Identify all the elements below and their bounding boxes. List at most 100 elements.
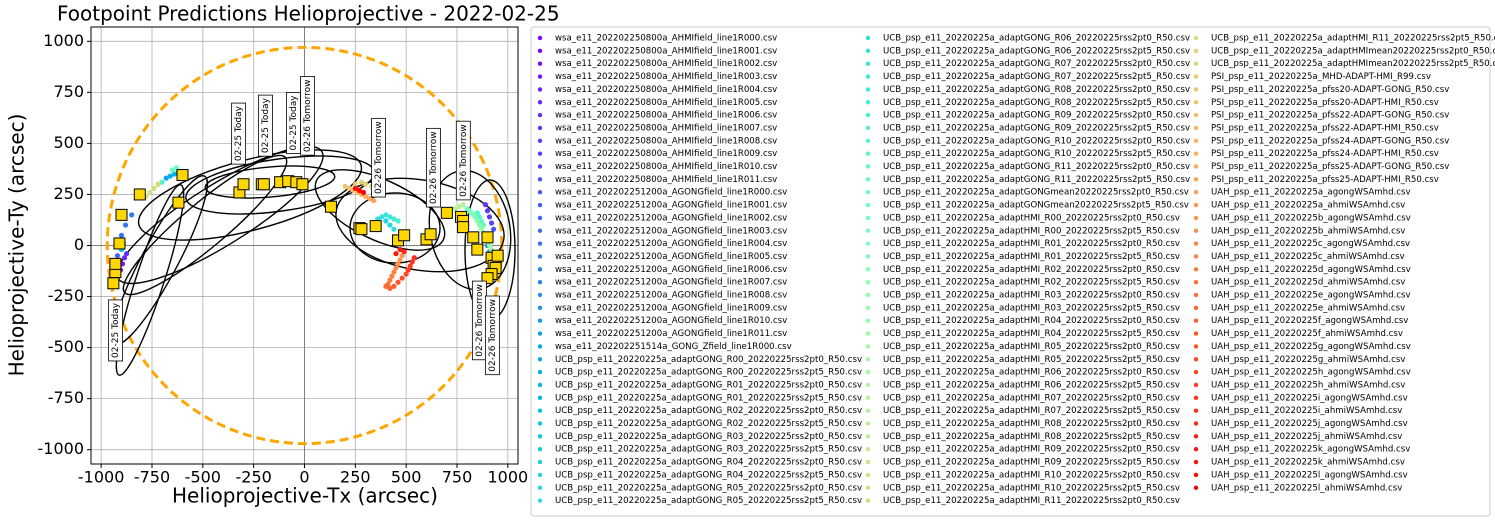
- legend-marker: [537, 177, 543, 182]
- legend-marker: [865, 177, 871, 182]
- data-point: [474, 218, 480, 224]
- y-tick-label: 500: [53, 133, 84, 152]
- legend-label: UAH_psp_e11_20220225g_ahmiWSAmhd.csv: [1211, 355, 1405, 365]
- footpoint-marker: [172, 196, 185, 209]
- legend-marker: [537, 485, 543, 490]
- legend-label: PSI_psp_e11_20220225a_pfss25-ADAPT-GONG_…: [1211, 162, 1449, 172]
- legend-label: UCB_psp_e11_20220225a_adaptHMI_R11_20220…: [883, 496, 1180, 506]
- legend-marker: [865, 318, 871, 323]
- legend-marker: [537, 472, 543, 478]
- data-point: [159, 179, 165, 185]
- data-point: [358, 179, 365, 185]
- legend-marker: [537, 382, 543, 388]
- data-point: [118, 232, 125, 238]
- data-point: [155, 181, 161, 187]
- data-point: [405, 267, 411, 273]
- legend-label: UCB_psp_e11_20220225a_adaptHMI_R02_20220…: [883, 278, 1180, 288]
- annotation: 02-26 Tomorrow: [426, 127, 441, 208]
- x-tick-label: -250: [236, 468, 272, 487]
- legend-label: UCB_psp_e11_20220225a_adaptGONG_R10_2022…: [883, 149, 1190, 159]
- legend-label: PSI_psp_e11_20220225a_pfss22-ADAPT-HMI_R…: [1211, 123, 1439, 133]
- data-point: [346, 185, 352, 191]
- legend-marker: [537, 74, 543, 79]
- legend-label: UAH_psp_e11_20220225g_agongWSAmhd.csv: [1211, 342, 1411, 352]
- data-point: [407, 263, 413, 269]
- legend-label: UCB_psp_e11_20220225a_adaptHMI_R02_20220…: [883, 265, 1180, 275]
- y-axis-label: Helioprojective-Ty (arcsec): [5, 114, 29, 377]
- annotation-label: 02-26 Tomorrow: [374, 121, 384, 194]
- legend-marker: [1193, 138, 1199, 143]
- legend-marker: [865, 292, 871, 298]
- data-point: [147, 189, 153, 196]
- legend-label: PSI_psp_e11_20220225a_pfss20-ADAPT-HMI_R…: [1211, 98, 1439, 108]
- legend-label: wsa_e11_202202251200a_AGONGfield_line1R0…: [555, 239, 787, 249]
- legend-label: UCB_psp_e11_20220225a_adaptHMI_R06_20220…: [883, 380, 1180, 390]
- legend-label: UCB_psp_e11_20220225a_adaptHMI_R11_20220…: [1211, 34, 1495, 44]
- legend-label: wsa_e11_202202250800a_AHMIfield_line1R00…: [555, 46, 777, 56]
- annotation-label: 02-25 Today: [234, 105, 244, 161]
- legend-label: UCB_psp_e11_20220225a_adaptGONG_R10_2022…: [883, 136, 1190, 146]
- data-point: [123, 251, 130, 257]
- legend-marker: [1193, 61, 1199, 66]
- legend-marker: [1193, 190, 1199, 195]
- data-point: [488, 220, 495, 226]
- data-point: [389, 273, 395, 279]
- legend-label: UCB_psp_e11_20220225a_adaptHMI_R01_20220…: [883, 252, 1180, 262]
- legend-marker: [1193, 382, 1199, 388]
- legend-marker: [1193, 485, 1199, 490]
- legend-label: wsa_e11_202202250800a_AHMIfield_line1R00…: [555, 34, 777, 44]
- data-point: [472, 214, 478, 220]
- data-point: [387, 214, 393, 220]
- legend-label: UCB_psp_e11_20220225a_adaptGONG_R04_2022…: [555, 458, 862, 468]
- data-point: [366, 195, 373, 202]
- footpoint-marker: [237, 178, 250, 191]
- footpoint-marker: [113, 237, 126, 250]
- legend-marker: [1193, 395, 1199, 400]
- legend-marker: [1193, 241, 1199, 246]
- footpoint-marker: [481, 272, 494, 285]
- data-point: [391, 283, 397, 289]
- legend-label: PSI_psp_e11_20220225a_pfss20-ADAPT-GONG_…: [1211, 85, 1449, 95]
- legend-marker: [537, 35, 543, 41]
- footpoint-marker: [467, 231, 480, 244]
- data-point: [383, 218, 389, 224]
- data-point: [383, 212, 389, 218]
- legend-marker: [1193, 215, 1199, 221]
- data-point: [399, 253, 405, 259]
- legend-marker: [865, 472, 871, 478]
- legend-marker: [865, 357, 871, 362]
- legend-marker: [537, 434, 543, 439]
- x-tick-label: 750: [442, 468, 473, 487]
- annotation: 02-25 Today: [286, 92, 301, 154]
- legend-marker: [865, 164, 871, 169]
- data-point: [478, 226, 484, 232]
- legend-marker: [1193, 74, 1199, 79]
- legend-label: UAH_psp_e11_20220225f_ahmiWSAmhd.csv: [1211, 329, 1403, 339]
- data-point: [129, 212, 135, 218]
- x-axis-label: Helioprojective-Tx (arcsec): [172, 484, 438, 508]
- annotation-label: 02-25 Today: [289, 95, 299, 151]
- x-tick-label: 500: [391, 468, 422, 487]
- legend-marker: [537, 344, 543, 349]
- legend-marker: [537, 459, 543, 465]
- legend-marker: [865, 138, 871, 143]
- legend-marker: [1193, 434, 1199, 439]
- y-tick-label: 750: [53, 82, 84, 101]
- contour: [115, 184, 185, 376]
- legend-marker: [865, 112, 871, 118]
- data-point: [476, 214, 482, 220]
- legend-label: UCB_psp_e11_20220225a_adaptHMI_R09_20220…: [883, 458, 1180, 468]
- legend-label: UAH_psp_e11_20220225c_agongWSAmhd.csv: [1211, 239, 1410, 249]
- legend-marker: [865, 35, 871, 41]
- legend-label: UAH_psp_e11_20220225h_agongWSAmhd.csv: [1211, 368, 1411, 378]
- legend-marker: [537, 138, 543, 143]
- legend-label: UCB_psp_e11_20220225a_adaptGONG_R02_2022…: [555, 419, 862, 429]
- legend-label: wsa_e11_202202250800a_AHMIfield_line1R00…: [555, 85, 777, 95]
- legend-marker: [865, 202, 871, 208]
- legend-label: UAH_psp_e11_20220225f_agongWSAmhd.csv: [1211, 316, 1408, 326]
- data-point: [362, 181, 369, 187]
- legend-marker: [537, 305, 543, 311]
- legend-label: UAH_psp_e11_20220225c_ahmiWSAmhd.csv: [1211, 252, 1405, 262]
- data-point: [476, 222, 482, 228]
- legend-label: wsa_e11_202202251200a_AGONGfield_line1R0…: [555, 278, 787, 288]
